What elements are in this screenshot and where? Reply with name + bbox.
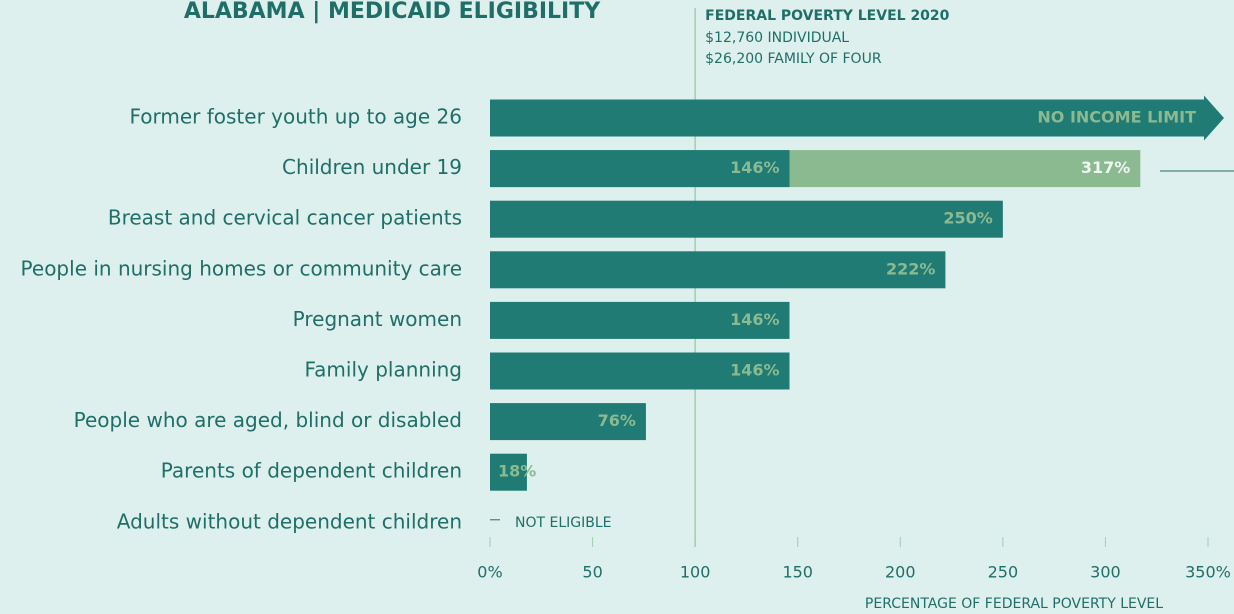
- value-label: 317%: [1081, 158, 1130, 177]
- x-tick-label: 350%: [1185, 563, 1231, 582]
- y-tick-label: People who are aged, blind or disabled: [74, 408, 462, 432]
- x-tick-label: 200: [885, 563, 916, 582]
- value-label: 18%: [498, 462, 536, 481]
- y-tick-label: Family planning: [305, 358, 463, 382]
- value-label: 250%: [943, 209, 992, 228]
- value-label: 146%: [730, 158, 779, 177]
- bar: [490, 352, 790, 390]
- reference-label: FEDERAL POVERTY LEVEL 2020: [705, 8, 950, 24]
- value-label: NOT ELIGIBLE: [515, 515, 612, 531]
- y-tick-label: Parents of dependent children: [161, 459, 462, 483]
- x-tick-label: 50: [582, 563, 602, 582]
- bar: [490, 403, 646, 441]
- bar: [490, 453, 527, 491]
- x-tick-label: 250: [988, 563, 1019, 582]
- y-tick-label: Children under 19: [282, 155, 462, 179]
- arrow-bar: [490, 95, 1224, 141]
- x-axis-label: PERCENTAGE OF FEDERAL POVERTY LEVEL: [865, 596, 1163, 612]
- y-tick-label: Former foster youth up to age 26: [129, 105, 462, 129]
- x-tick-label: 150: [782, 563, 813, 582]
- bar: [490, 200, 1003, 238]
- value-label: 146%: [730, 361, 779, 380]
- y-tick-label: Breast and cervical cancer patients: [108, 206, 462, 230]
- reference-note: $12,760 INDIVIDUAL: [705, 30, 849, 46]
- y-tick-label: Adults without dependent children: [117, 509, 462, 533]
- bar: [490, 251, 946, 289]
- bar: [490, 150, 790, 188]
- value-label: 76%: [598, 411, 636, 430]
- x-tick-label: 0%: [477, 563, 502, 582]
- bar: [490, 301, 790, 339]
- reference-note: $26,200 FAMILY OF FOUR: [705, 51, 882, 67]
- chart-title: ALABAMA | MEDICAID ELIGIBILITY: [184, 0, 601, 24]
- y-tick-label: Pregnant women: [293, 307, 462, 331]
- x-tick-label: 300: [1090, 563, 1121, 582]
- value-label: NO INCOME LIMIT: [1037, 108, 1196, 127]
- y-tick-label: People in nursing homes or community car…: [21, 256, 462, 280]
- value-label: 146%: [730, 310, 779, 329]
- value-label: 222%: [886, 259, 935, 278]
- x-tick-label: 100: [680, 563, 711, 582]
